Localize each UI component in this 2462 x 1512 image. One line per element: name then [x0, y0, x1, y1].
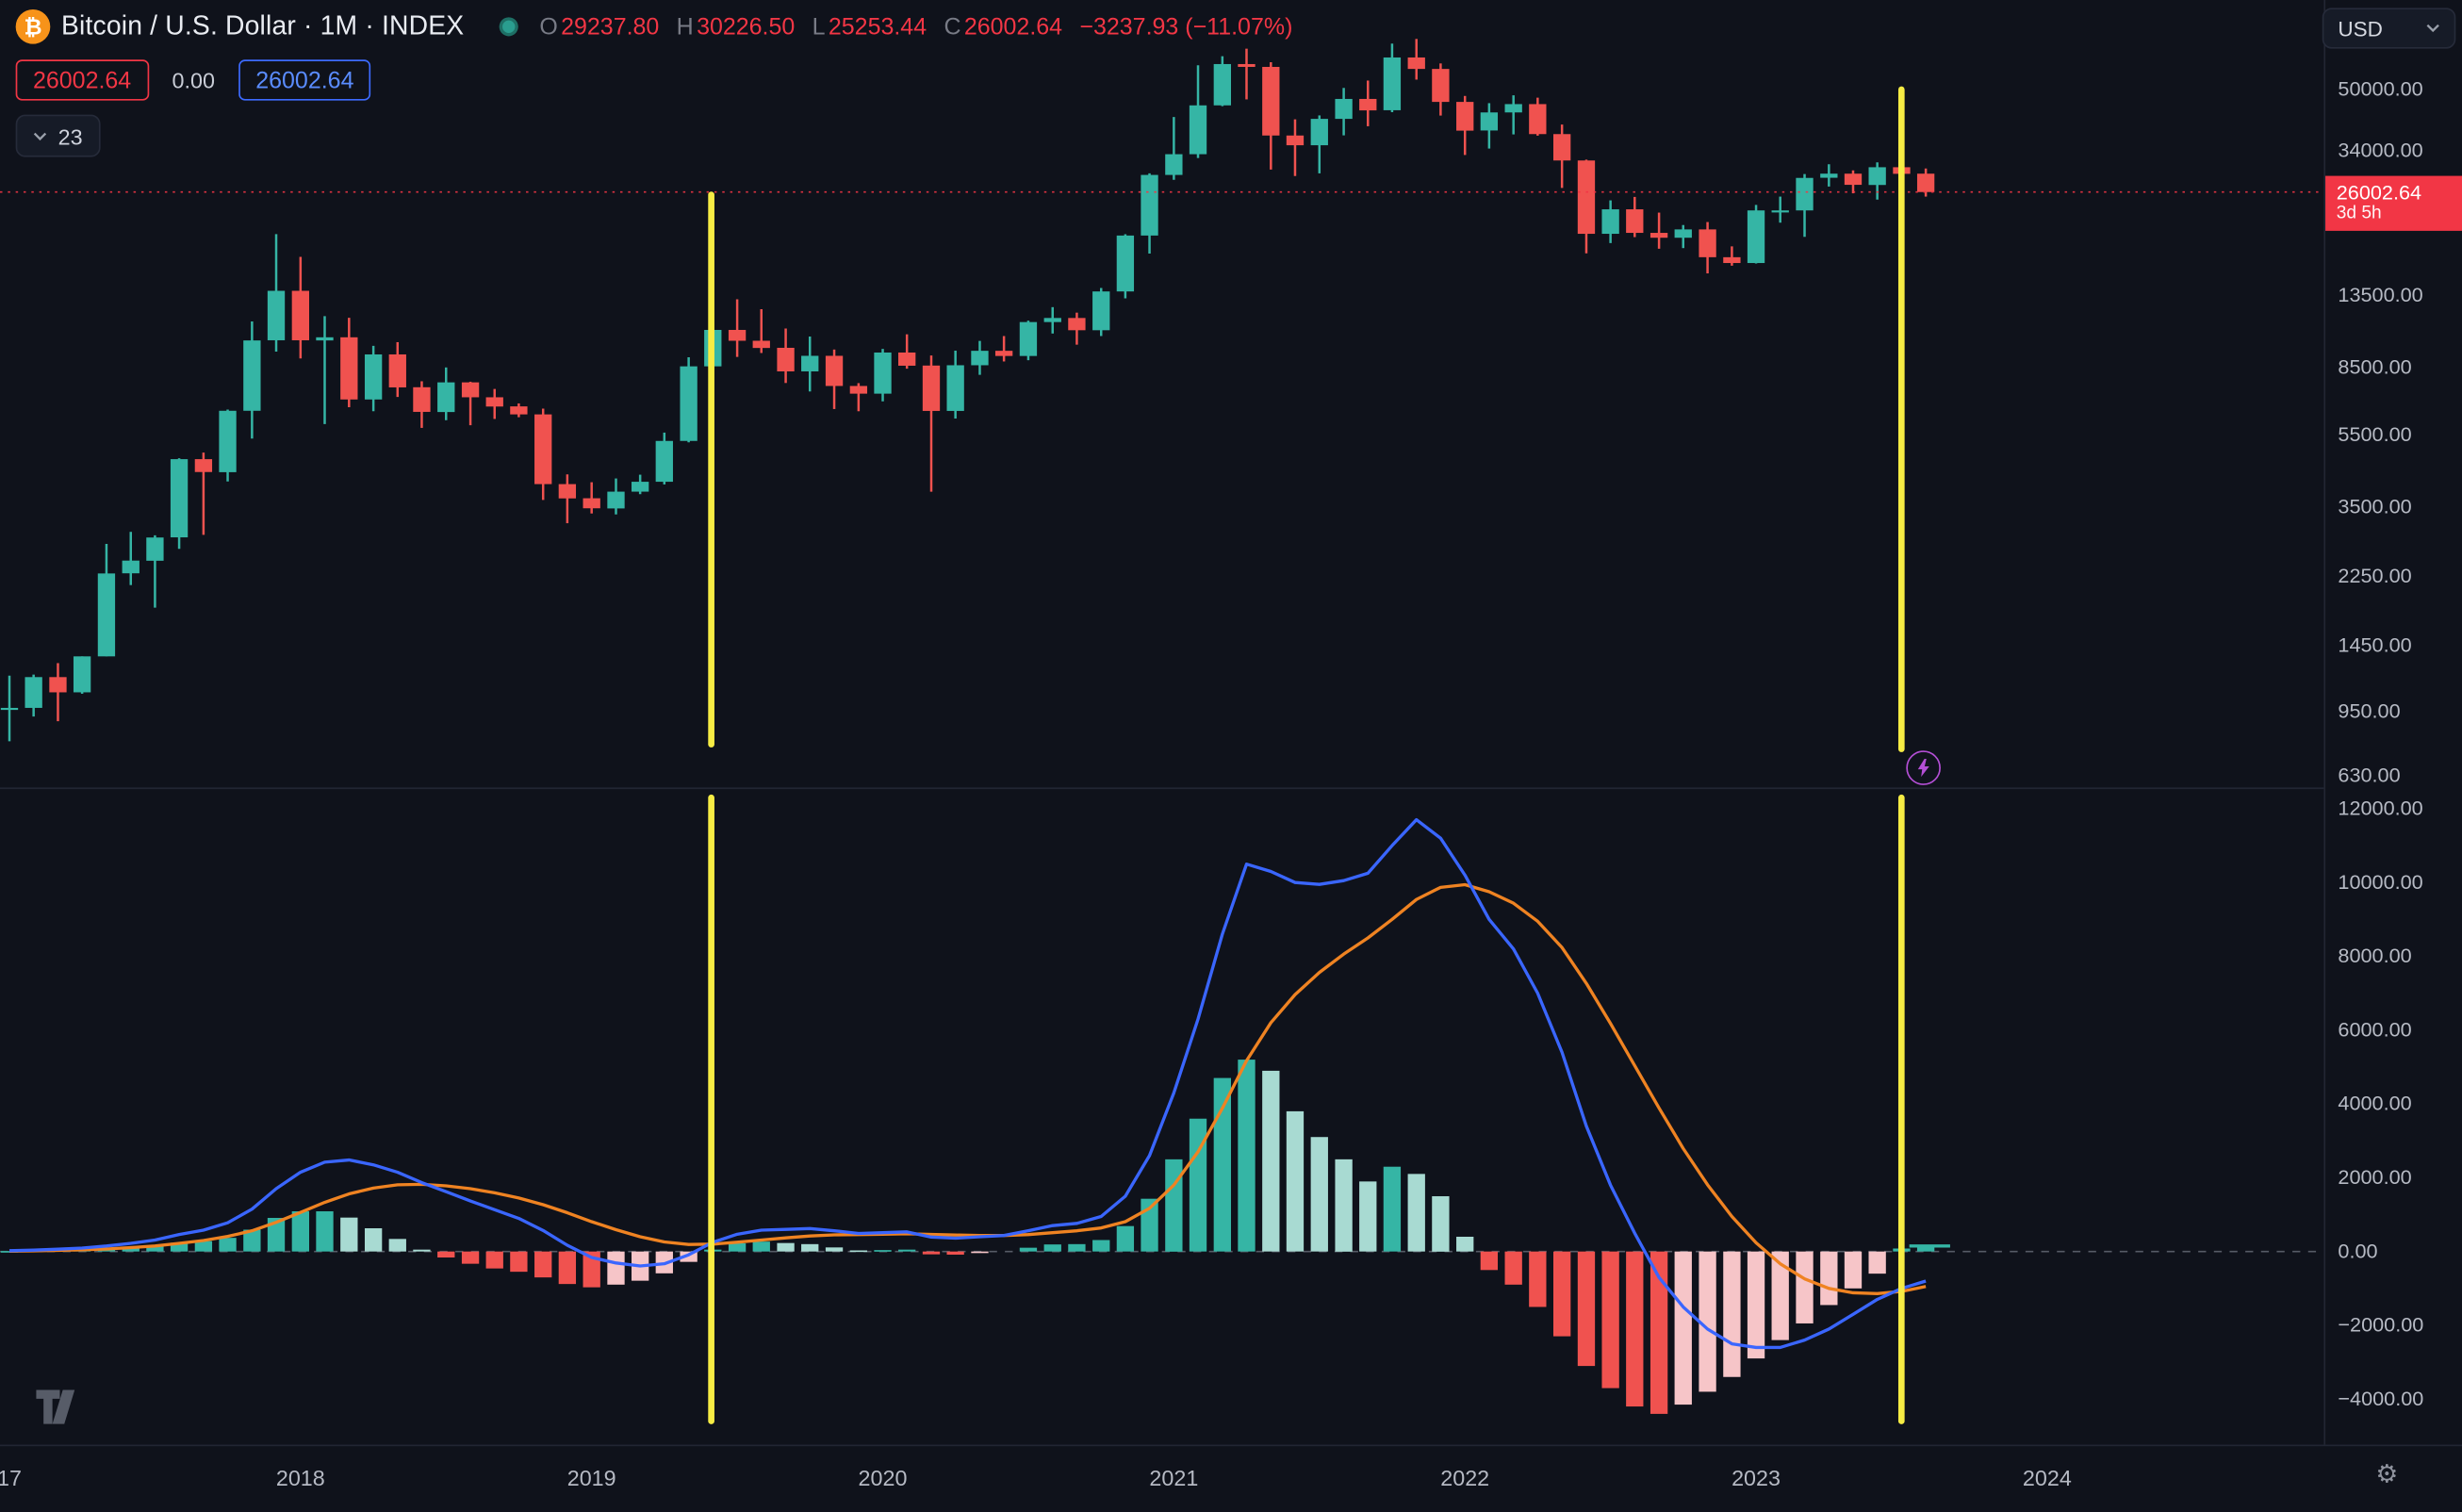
low-label: L — [812, 13, 826, 41]
time-axis-label: 2020 — [858, 1465, 908, 1490]
tradingview-logo-icon — [36, 1389, 75, 1424]
high-label: H — [676, 13, 694, 41]
time-axis-label: 17 — [0, 1465, 22, 1490]
lightning-drawing-icon[interactable] — [1906, 750, 1941, 785]
macd-signal-line[interactable] — [8, 882, 1927, 1295]
high-value: 30226.50 — [697, 13, 796, 41]
scale-tick-label: 950.00 — [2338, 698, 2401, 723]
currency-value: USD — [2338, 16, 2383, 41]
symbol-legend-row: ₿ Bitcoin / U.S. Dollar · 1M · INDEX O 29… — [15, 8, 1292, 45]
buy-price-button[interactable]: 26002.64 — [238, 59, 371, 101]
scale-tick-label: 2250.00 — [2338, 563, 2412, 587]
time-axis[interactable]: 17 2018 2019 2020 2021 2022 2023 2024 — [0, 1444, 2462, 1512]
scale-tick-label: −4000.00 — [2338, 1386, 2424, 1410]
scale-tick-label: 13500.00 — [2338, 282, 2423, 306]
scale-tick-label: 12000.00 — [2338, 796, 2423, 820]
open-value: 29237.80 — [561, 13, 660, 41]
change-value: −3237.93 (−11.07%) — [1079, 13, 1293, 41]
scale-tick-label: 34000.00 — [2338, 137, 2423, 161]
scale-tick-label: 630.00 — [2338, 763, 2401, 787]
scale-tick-label: 8500.00 — [2338, 354, 2412, 379]
price-scale[interactable]: 26002.64 3d 5h 50000.00 34000.00 13500.00 8… — [2323, 0, 2462, 1445]
scale-tick-label: 5500.00 — [2338, 422, 2412, 447]
last-price-badge[interactable]: 26002.64 3d 5h — [2325, 176, 2462, 232]
chevron-down-icon — [33, 131, 47, 140]
chart-canvas[interactable] — [0, 0, 2324, 1445]
settings-gear-icon[interactable]: ⚙ — [2375, 1458, 2399, 1489]
chevron-down-icon — [2426, 24, 2439, 33]
low-value: 25253.44 — [828, 13, 927, 41]
scale-tick-label: 3500.00 — [2338, 494, 2412, 518]
time-axis-label: 2022 — [1440, 1465, 1490, 1490]
sell-price-button[interactable]: 26002.64 — [15, 59, 149, 101]
scale-tick-label: 8000.00 — [2338, 944, 2412, 968]
spread-value: 0.00 — [172, 67, 215, 93]
tradingview-logo[interactable] — [36, 1389, 90, 1432]
macd-histogram[interactable] — [0, 1060, 1935, 1414]
market-status-icon[interactable] — [499, 17, 518, 37]
close-value: 26002.64 — [963, 13, 1063, 41]
time-axis-label: 2024 — [2022, 1465, 2072, 1490]
scale-tick-label: 2000.00 — [2338, 1165, 2412, 1190]
scale-tick-label: −2000.00 — [2338, 1312, 2424, 1337]
macd-line[interactable] — [8, 817, 1927, 1350]
scale-tick-label: 0.00 — [2338, 1239, 2378, 1263]
open-label: O — [539, 13, 558, 41]
scale-tick-label: 6000.00 — [2338, 1017, 2412, 1042]
scale-tick-label: 4000.00 — [2338, 1091, 2412, 1115]
bitcoin-logo-icon: ₿ — [15, 8, 51, 44]
scale-tick-label: 10000.00 — [2338, 869, 2423, 894]
trade-buttons-row: 26002.64 0.00 26002.64 — [15, 59, 1293, 101]
bolt-icon — [1917, 759, 1929, 778]
close-label: C — [944, 13, 961, 41]
collapse-count: 23 — [57, 123, 83, 149]
time-axis-label: 2018 — [275, 1465, 325, 1490]
time-axis-label: 2019 — [566, 1465, 616, 1490]
time-axis-label: 2021 — [1149, 1465, 1199, 1490]
legend-collapse-button[interactable]: 23 — [15, 114, 100, 157]
currency-dropdown[interactable]: USD — [2322, 8, 2456, 49]
scale-tick-label: 50000.00 — [2338, 76, 2423, 101]
last-price-value: 26002.64 — [2336, 181, 2422, 205]
candles[interactable] — [0, 39, 1935, 742]
scale-tick-label: 1450.00 — [2338, 632, 2412, 656]
chart-legend: ₿ Bitcoin / U.S. Dollar · 1M · INDEX O 29… — [15, 8, 1293, 157]
ohlc-values: O 29237.80 H 30226.50 L 25253.44 C 26002.64 … — [539, 13, 1292, 40]
bar-countdown: 3d 5h — [2336, 205, 2382, 224]
symbol-title[interactable]: Bitcoin / U.S. Dollar · 1M · INDEX — [60, 10, 465, 41]
time-axis-label: 2023 — [1732, 1465, 1781, 1490]
